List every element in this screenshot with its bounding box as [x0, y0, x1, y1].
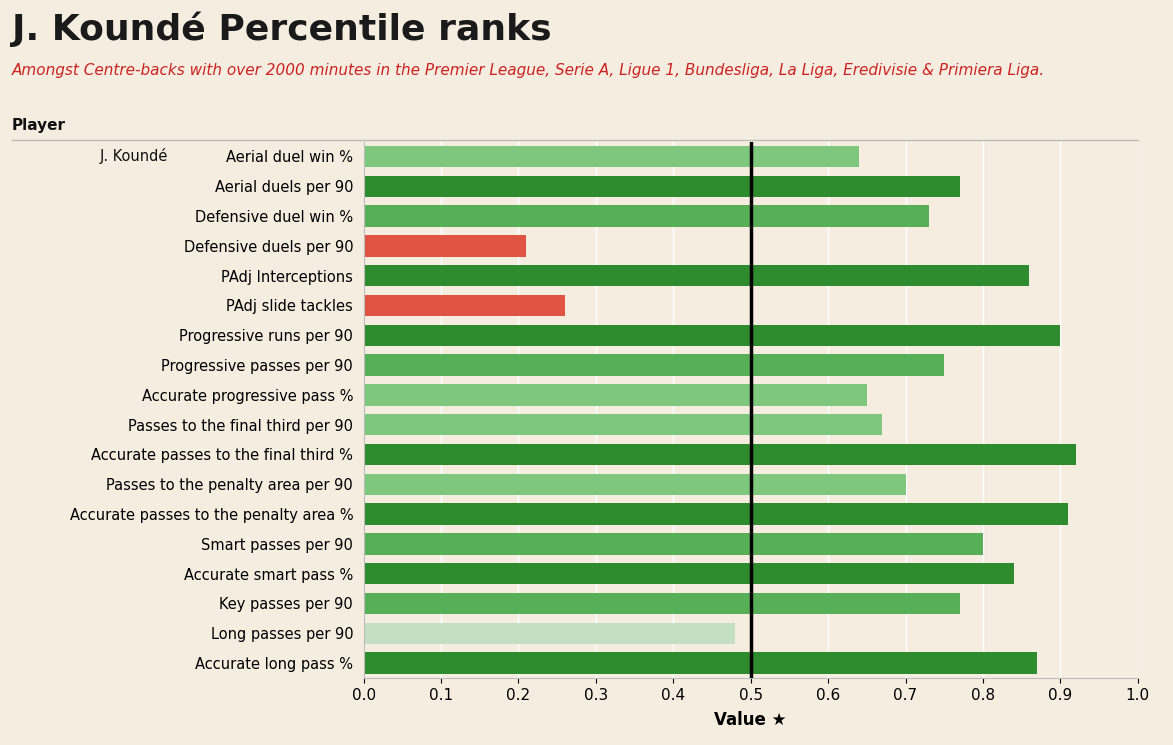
- Bar: [364, 623, 735, 644]
- Bar: [364, 265, 1030, 286]
- Bar: [364, 235, 527, 256]
- Bar: [364, 295, 565, 316]
- Bar: [364, 474, 906, 495]
- Text: J. Koundé: J. Koundé: [100, 148, 168, 165]
- Bar: [364, 444, 1076, 465]
- Bar: [364, 504, 1069, 524]
- Bar: [364, 206, 929, 226]
- Text: J. Koundé Percentile ranks: J. Koundé Percentile ranks: [12, 11, 551, 47]
- Bar: [364, 414, 882, 435]
- Bar: [364, 533, 983, 554]
- Bar: [364, 325, 1060, 346]
- X-axis label: Value ★: Value ★: [714, 711, 787, 729]
- Bar: [364, 563, 1013, 584]
- Bar: [364, 384, 867, 405]
- Bar: [364, 176, 960, 197]
- Bar: [364, 593, 960, 614]
- Bar: [364, 355, 944, 375]
- Bar: [364, 146, 859, 167]
- Text: Player: Player: [12, 118, 66, 133]
- Bar: [364, 653, 1037, 673]
- Text: Amongst Centre-backs with over 2000 minutes in the Premier League, Serie A, Ligu: Amongst Centre-backs with over 2000 minu…: [12, 63, 1045, 78]
